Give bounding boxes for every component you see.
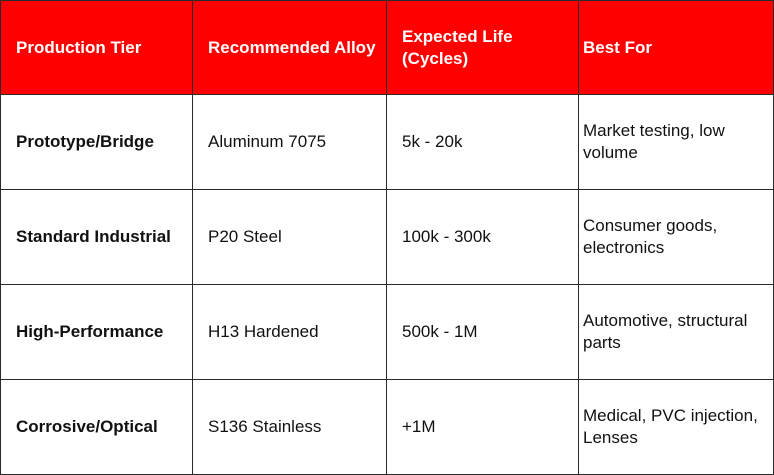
best-for-cell: Consumer goods, electronics [578,189,774,285]
life-cell: 100k - 300k [386,189,579,285]
table-row: High-Performance H13 Hardened 500k - 1M … [0,284,774,380]
header-best-for: Best For [578,0,774,95]
table-row: Standard Industrial P20 Steel 100k - 300… [0,189,774,285]
tier-cell: Standard Industrial [0,189,193,285]
life-cell: 500k - 1M [386,284,579,380]
best-for-cell: Market testing, low volume [578,94,774,190]
table-row: Prototype/Bridge Aluminum 7075 5k - 20k … [0,94,774,190]
header-production-tier: Production Tier [0,0,193,95]
best-for-cell: Medical, PVC injection, Lenses [578,379,774,475]
alloy-cell: P20 Steel [192,189,387,285]
header-row: Production Tier Recommended Alloy Expect… [0,0,774,95]
tier-cell: Prototype/Bridge [0,94,193,190]
life-cell: 5k - 20k [386,94,579,190]
life-cell: +1M [386,379,579,475]
header-recommended-alloy: Recommended Alloy [192,0,387,95]
alloy-cell: S136 Stainless [192,379,387,475]
best-for-cell: Automotive, structural parts [578,284,774,380]
table-body: Prototype/Bridge Aluminum 7075 5k - 20k … [0,94,774,475]
alloy-cell: H13 Hardened [192,284,387,380]
alloy-cell: Aluminum 7075 [192,94,387,190]
table-row: Corrosive/Optical S136 Stainless +1M Med… [0,379,774,475]
tier-cell: High-Performance [0,284,193,380]
table-header: Production Tier Recommended Alloy Expect… [0,0,774,95]
tier-cell: Corrosive/Optical [0,379,193,475]
header-expected-life: Expected Life (Cycles) [386,0,579,95]
